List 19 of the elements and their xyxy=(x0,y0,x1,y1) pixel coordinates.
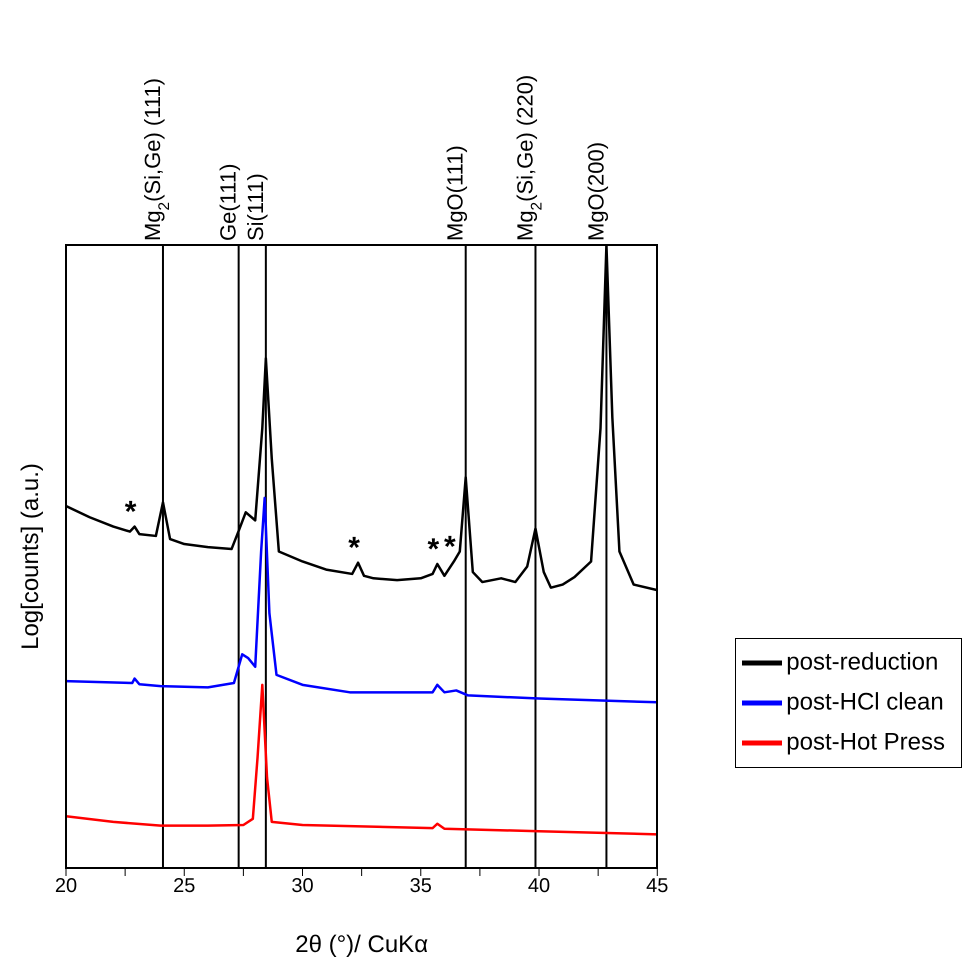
ref-line-label: Si(111) xyxy=(242,173,268,241)
x-tick-label: 20 xyxy=(54,875,78,898)
x-tick-label: 30 xyxy=(291,875,314,898)
legend-label: post-reduction xyxy=(786,648,938,676)
annotation: * xyxy=(348,532,360,565)
x-tick-label: 45 xyxy=(646,875,668,898)
legend-label: post-Hot Press xyxy=(786,728,945,756)
x-tick-label: 25 xyxy=(173,875,196,898)
ref-line-label: MgO(111) xyxy=(442,145,468,241)
x-tick-label: 35 xyxy=(410,875,432,898)
ref-line-label: MgO(200) xyxy=(583,142,608,241)
ref-line-label: Ge(111) xyxy=(216,164,241,241)
annotation: * xyxy=(124,496,137,529)
legend-label: post-HCl clean xyxy=(786,688,944,716)
annotation: * xyxy=(444,530,456,564)
x-tick-label: 40 xyxy=(528,875,550,898)
x-axis-title: 2θ (°)/ CuKα xyxy=(295,931,428,958)
y-axis-title: Log[counts] (a.u.) xyxy=(17,463,44,650)
annotation: * xyxy=(427,532,440,566)
